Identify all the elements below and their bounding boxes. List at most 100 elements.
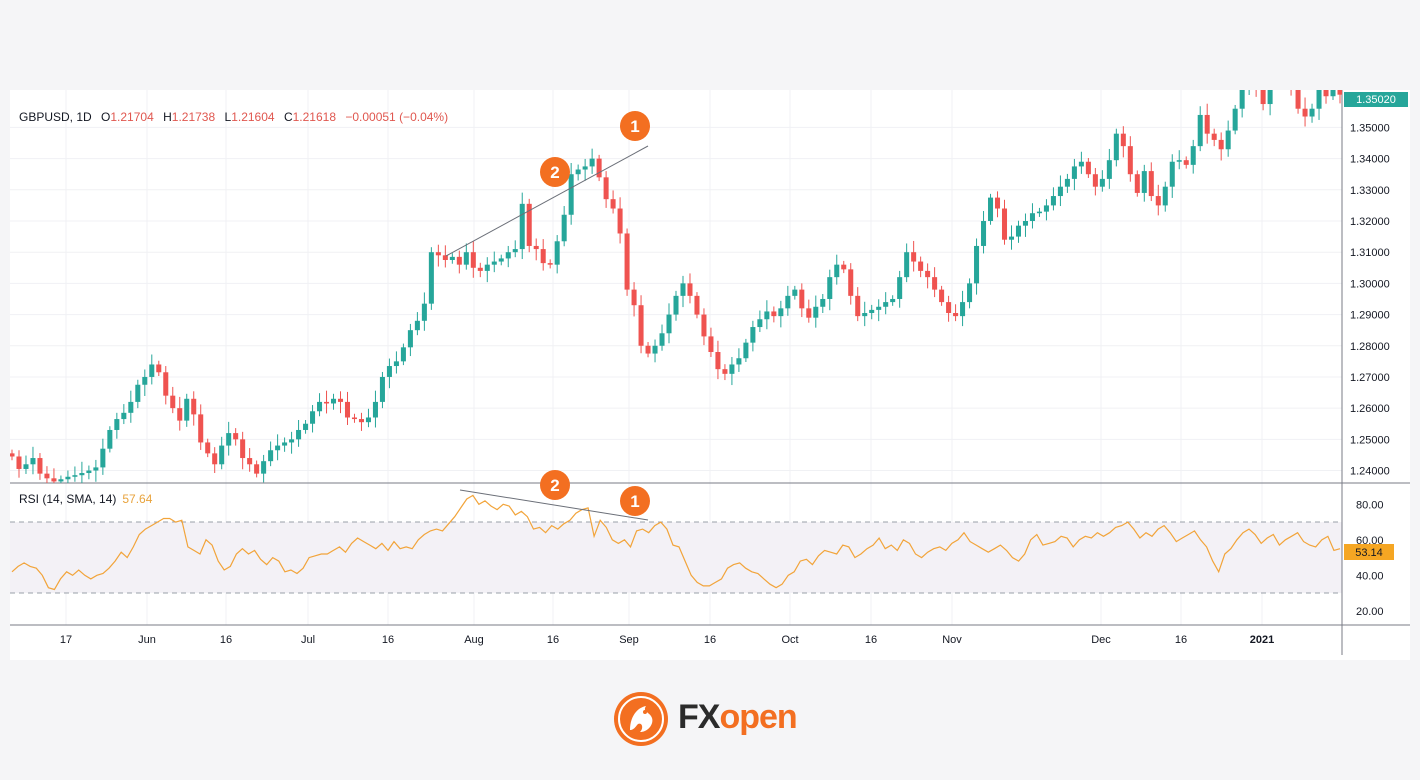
current-price-tag: 1.35020: [1344, 92, 1408, 107]
candle: [631, 282, 637, 317]
candle: [330, 393, 337, 410]
fxopen-logo: FXopen: [612, 690, 812, 748]
candle: [680, 275, 686, 308]
candle-body: [23, 464, 29, 469]
rsi-tag-text: 53.14: [1355, 547, 1383, 559]
candle: [743, 338, 749, 362]
candle-body: [177, 408, 183, 421]
candle: [1218, 132, 1224, 161]
candle: [86, 465, 92, 480]
candle-body: [960, 302, 966, 317]
candle-body: [918, 261, 924, 271]
candle-body: [86, 470, 92, 474]
candle: [289, 431, 295, 454]
candle: [470, 240, 476, 278]
candle-body: [1162, 186, 1168, 206]
candle: [72, 466, 78, 482]
candle-body: [247, 458, 253, 465]
price-tick-label: 1.27000: [1350, 372, 1390, 384]
candle-body: [1190, 146, 1196, 165]
candle: [939, 285, 945, 306]
candle: [736, 348, 742, 372]
candle: [226, 421, 232, 456]
candle-body: [722, 369, 728, 374]
candle: [93, 459, 99, 482]
candle-body: [967, 283, 973, 303]
price-tick-label: 1.35000: [1350, 122, 1390, 134]
candle: [589, 148, 595, 174]
candle: [275, 434, 281, 461]
candle-body: [638, 305, 644, 346]
chart-panel: 1.35000 1.34000 1.33000 1.32000 1.31000 1.300…: [10, 90, 1410, 660]
candle: [540, 239, 546, 271]
candle-body: [170, 395, 176, 409]
candle-body: [121, 412, 127, 420]
candle: [1183, 156, 1189, 169]
candle: [960, 290, 966, 327]
candle: [1015, 220, 1022, 243]
candle-body: [1029, 213, 1035, 221]
candle-body: [93, 467, 99, 471]
candle-body: [1232, 108, 1238, 131]
candle: [1134, 170, 1140, 197]
price-trend-line: [445, 145, 649, 257]
candle: [1092, 167, 1098, 196]
candle-body: [778, 308, 784, 317]
candle: [771, 306, 777, 323]
candle-body: [400, 347, 406, 362]
price-tick-label: 1.30000: [1350, 278, 1390, 290]
candle-body: [72, 475, 78, 477]
candles: [10, 90, 1342, 483]
candle: [925, 263, 931, 289]
candle: [1162, 181, 1168, 212]
candle: [848, 263, 854, 305]
candle-body: [652, 345, 658, 354]
x-tick-label: Dec: [1091, 634, 1111, 646]
candle-body: [1316, 90, 1322, 109]
candle: [750, 320, 756, 352]
candle: [512, 240, 518, 258]
candle: [135, 379, 141, 409]
candle-body: [631, 289, 637, 306]
legend-high-value: 1.21738: [171, 110, 216, 124]
price-marker-2: 2: [540, 157, 570, 187]
candle-body: [261, 461, 267, 474]
candle: [890, 295, 896, 306]
candle: [128, 390, 134, 423]
price-tick-label: 1.29000: [1350, 310, 1390, 322]
chart-svg[interactable]: 1.35000 1.34000 1.33000 1.32000 1.31000 1.300…: [10, 90, 1410, 660]
candle: [247, 448, 253, 472]
candle: [764, 300, 770, 330]
candle: [44, 466, 50, 483]
candle-body: [1064, 178, 1070, 187]
candle: [694, 292, 700, 319]
candle-body: [51, 478, 57, 482]
candle-body: [470, 252, 476, 268]
candle-body: [135, 384, 141, 402]
x-tick-label: 17: [60, 634, 72, 646]
candle-body: [324, 401, 330, 404]
candle: [1120, 126, 1126, 158]
candle: [233, 428, 239, 446]
candle-body: [128, 401, 134, 413]
marker-label: 1: [630, 492, 639, 511]
candle: [1176, 150, 1182, 170]
candle-body: [149, 364, 155, 377]
candle-body: [673, 295, 679, 315]
x-tick-label: 16: [865, 634, 877, 646]
candle-body: [1218, 139, 1224, 150]
candle: [785, 285, 791, 316]
candle-body: [1197, 114, 1203, 147]
candle-body: [1225, 130, 1231, 150]
candle-body: [156, 364, 162, 373]
candle: [911, 240, 917, 272]
candle: [491, 251, 497, 273]
candle-body: [30, 458, 36, 465]
candle: [219, 436, 225, 470]
candle: [1330, 90, 1336, 100]
candle: [58, 475, 64, 483]
candle: [561, 206, 567, 247]
candle: [51, 468, 57, 483]
x-tick-label: Oct: [781, 634, 798, 646]
candle-body: [407, 330, 413, 348]
